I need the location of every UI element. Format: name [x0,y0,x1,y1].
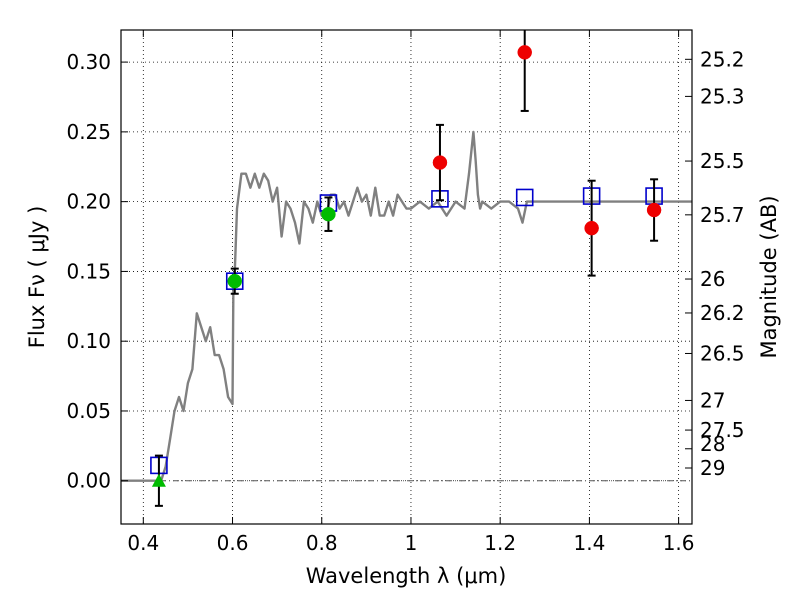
y2-tick-label: 27.5 [700,418,745,442]
y2-tick-label: 27 [700,388,725,412]
y2-tick-label: 25.2 [700,47,745,71]
observed-flux-point [646,202,662,218]
y-tick-label: 0.10 [66,329,111,353]
y2-axis-title: Magnitude (AB) [757,195,781,358]
y2-tick-label: 25.5 [700,149,745,173]
observed-flux-point [517,45,532,60]
y2-tick-label: 25.7 [700,203,745,227]
model-photometry-square [515,188,534,207]
y-tick-label: 0.05 [66,399,111,423]
y-tick-label: 0.20 [66,190,111,214]
y2-tick-label: 28 [700,432,725,456]
y2-tick-label: 25.3 [700,84,745,108]
x-tick-label: 0.4 [127,531,159,555]
model-spectrum-line [121,130,692,482]
x-tick-label: 1.4 [573,531,605,555]
x-tick-label: 0.6 [217,531,249,555]
y2-tick-label: 29 [700,456,725,480]
y-tick-label: 0.15 [66,259,111,283]
y2-tick-label: 26.2 [700,301,745,325]
x-tick-label: 0.8 [306,531,338,555]
y-tick-label: 0.25 [66,120,111,144]
x-tick-label: 1.2 [484,531,516,555]
y-axis-title: Flux Fν ( μJy ) [25,206,49,349]
y-tick-labels: 0.00 0.05 0.10 0.15 0.20 0.25 0.30 [66,50,111,493]
observed-flux-point [584,220,599,236]
axis-ticks [121,30,692,524]
plot-background [121,30,692,524]
y-tick-label: 0.30 [66,50,111,74]
x-axis-title: Wavelength λ (μm) [306,564,507,588]
y-tick-label: 0.00 [66,469,111,493]
observed-flux-point [432,155,448,170]
data-marks [121,30,692,507]
observed-flux-point [321,206,336,222]
x-tick-label: 1.6 [663,531,695,555]
y2-tick-label: 26.5 [700,341,745,365]
plot-frame [120,29,693,525]
x-tick-label: 1 [405,531,418,555]
upper-limit-triangle [151,473,166,487]
y2-tick-label: 26 [700,267,725,291]
observed-flux-point [227,273,243,289]
x-tick-labels: 0.4 0.6 0.8 1 1.2 1.4 1.6 [127,531,694,555]
